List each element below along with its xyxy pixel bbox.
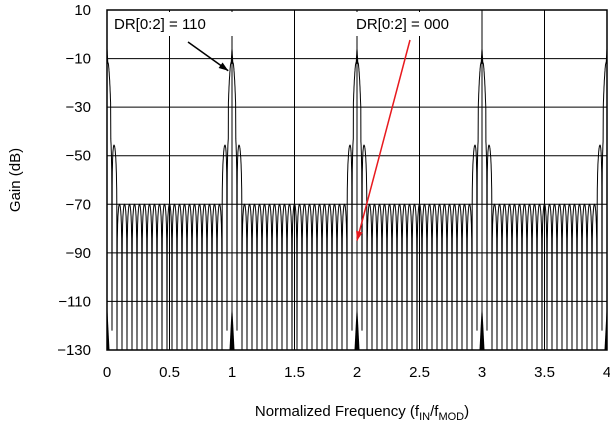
x-axis-title-mid: /f	[430, 403, 439, 420]
annotation-arrowhead-0	[218, 62, 229, 71]
x-tick-label: 2.5	[409, 364, 430, 381]
annotation-label-1: DR[0:2] = 000	[356, 16, 449, 33]
y-tick-label: −30	[66, 99, 91, 116]
annotation-label-bg-0	[110, 12, 238, 36]
y-tick-labels: 10 −10 −30 −50 −70 −90 −110 −130	[57, 2, 91, 359]
x-tick-label: 1.5	[284, 364, 305, 381]
x-tick-label: 2	[353, 364, 361, 381]
x-tick-label: 0	[103, 364, 111, 381]
annotation-arrowhead-1	[356, 230, 363, 241]
series-dr110-notch	[354, 301, 360, 350]
y-tick-label: −70	[66, 196, 91, 213]
x-tick-labels: 0 0.5 1 1.5 2 2.5 3 3.5 4	[103, 364, 610, 381]
x-axis-title-sub1: IN	[419, 411, 430, 423]
y-tick-label: −50	[66, 148, 91, 165]
y-tick-label: −10	[66, 51, 91, 68]
y-tick-label: −90	[66, 245, 91, 262]
series-dr110-line	[106, 48, 608, 351]
annotations: DR[0:2] = 110 DR[0:2] = 000	[110, 12, 480, 241]
annotation-arrow-1	[356, 39, 411, 241]
x-axis-title-end: )	[464, 403, 469, 420]
x-axis-title: Normalized Frequency (fIN/fMOD)	[255, 403, 469, 423]
y-tick-label: −110	[58, 293, 91, 310]
x-tick-label: 0.5	[159, 364, 180, 381]
y-axis-title: Gain (dB)	[7, 148, 24, 212]
x-axis-title-base: Normalized Frequency (f	[255, 403, 420, 420]
annotation-label-bg-1	[352, 12, 480, 36]
annotation-label-0: DR[0:2] = 110	[114, 16, 206, 33]
series-dr110-notch	[479, 301, 485, 350]
y-tick-label: 10	[74, 2, 91, 19]
plot-frame	[106, 9, 608, 351]
x-tick-label: 1	[228, 364, 236, 381]
x-tick-label: 3.5	[534, 364, 555, 381]
x-tick-label: 4	[603, 364, 610, 381]
x-tick-label: 3	[478, 364, 486, 381]
y-tick-label: −130	[57, 342, 91, 359]
series-dr110-notch	[229, 301, 235, 350]
x-axis-title-sub2: MOD	[438, 411, 464, 423]
